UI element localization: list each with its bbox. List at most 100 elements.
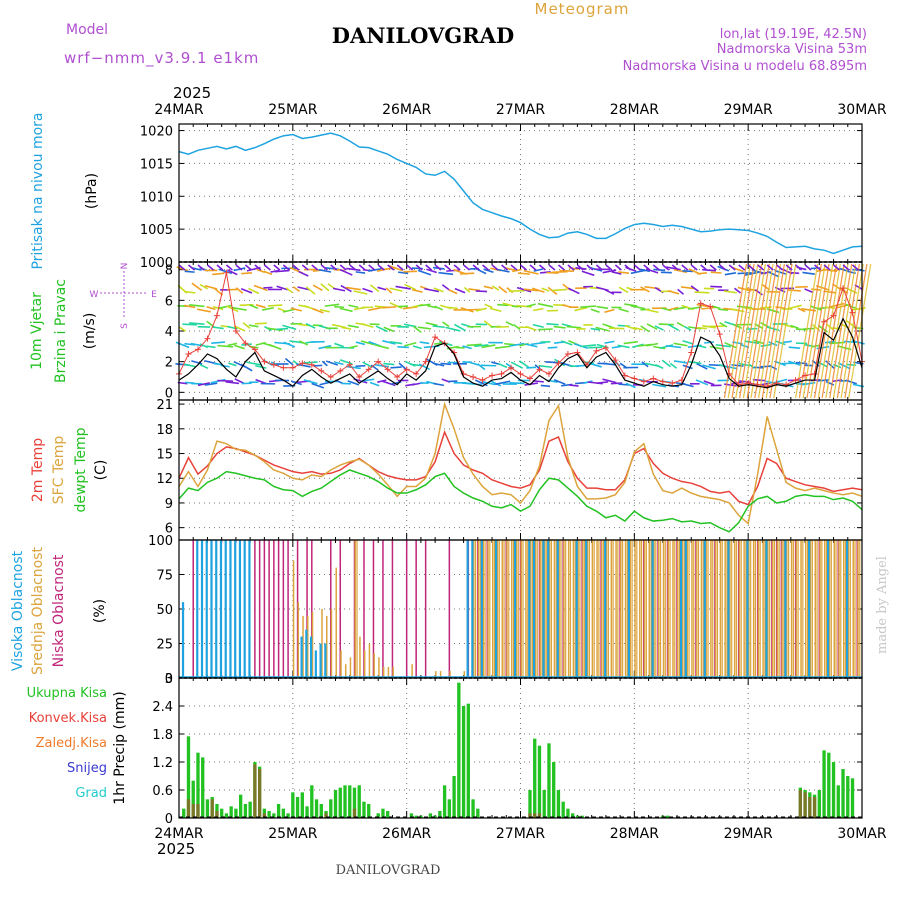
wind-arrow	[185, 271, 195, 272]
wind-arrow	[246, 362, 261, 365]
precip-bar-total	[827, 753, 830, 818]
gust-point	[318, 368, 324, 374]
precip-bar-total	[320, 804, 323, 818]
precip-bar-total	[547, 743, 550, 818]
precip-bar-total	[846, 776, 849, 818]
wind-arrow	[249, 325, 258, 327]
x-tick-label-bottom: 30MAR	[837, 826, 886, 842]
wind-arrow	[569, 385, 578, 386]
y-tick-label: 1.8	[152, 728, 173, 743]
wind-arrow	[255, 323, 267, 324]
precip-bar-total	[462, 706, 465, 818]
y-tick-label: 2	[165, 356, 173, 371]
axis-title-t2m: 2m Temp	[30, 438, 46, 502]
gust-point	[518, 371, 524, 377]
precip-bar-total	[339, 788, 342, 818]
axis-title-sfc: SFC Temp	[51, 436, 67, 505]
wind-arrow	[263, 287, 272, 288]
y-tick-label: 1015	[140, 157, 173, 172]
wind-arrow	[455, 347, 464, 348]
wind-arrow	[200, 365, 208, 369]
gust-point	[688, 349, 694, 355]
wind-arrow	[609, 328, 625, 329]
x-tick-label-bottom: 28MAR	[610, 826, 659, 842]
wind-arrow	[554, 327, 566, 328]
gust-point	[499, 371, 505, 377]
axis-unit-pressure: (hPa)	[84, 173, 100, 209]
y-tick-label: 9	[165, 497, 173, 512]
wind-arrow	[340, 308, 353, 311]
model-name: wrf−nmm_v3.9.1 e1km	[64, 49, 259, 68]
wind-arrow	[710, 347, 723, 349]
precip-bar-total	[448, 799, 451, 818]
wind-arrow	[506, 322, 514, 326]
wind-arrow	[597, 382, 609, 383]
y-tick-label: 50	[156, 603, 173, 618]
precip-bar-total	[291, 792, 294, 818]
gust-point	[432, 334, 438, 340]
precip-bar-total	[841, 769, 844, 818]
gust-point	[185, 351, 191, 357]
gust-point	[593, 348, 599, 354]
axis-title-pressure: Pritisak na nivou mora	[30, 112, 46, 269]
precip-bar-total	[305, 806, 308, 818]
y-tick-label: 6	[165, 294, 173, 309]
wind-arrow	[234, 345, 244, 348]
wind-arrow	[659, 324, 674, 325]
x-tick-label-top: 24MAR	[154, 102, 203, 118]
y-tick-label: 2.4	[152, 700, 173, 715]
wind-arrow	[403, 271, 416, 272]
wind-arrow	[397, 347, 408, 348]
x-tick-label-top: 26MAR	[382, 102, 431, 118]
wind-arrow	[382, 307, 397, 308]
wind-arrow-top	[615, 265, 621, 270]
wind-arrow	[484, 286, 493, 288]
temp-line-t2m	[179, 432, 862, 504]
wind-arrow	[548, 347, 558, 348]
wind-arrow	[662, 360, 670, 366]
wind-arrow	[176, 342, 189, 347]
wind-arrow	[442, 285, 449, 290]
wind-arrow-top	[359, 265, 365, 270]
wind-arrow	[420, 342, 429, 343]
precip-bar-total	[443, 785, 446, 818]
precip-bar-total	[822, 750, 825, 818]
precip-bar-convective	[192, 804, 195, 818]
wind-arrow	[783, 341, 792, 342]
wind-arrow	[306, 287, 315, 294]
precip-bar-total	[557, 790, 560, 818]
wind-arrow	[354, 291, 368, 294]
axis-unit-cloud: (%)	[92, 599, 108, 623]
wind-arrow	[597, 307, 609, 309]
precip-legend-item: Snijeg	[67, 761, 107, 776]
precip-legend-item: Ukupna Kisa	[27, 686, 107, 701]
wind-arrow	[702, 270, 716, 271]
axis-title-precip: 1hr Precip (mm)	[112, 691, 128, 804]
wind-arrow	[433, 326, 445, 327]
precip-bar-total	[457, 683, 460, 818]
wind-arrow-top	[530, 265, 536, 270]
precip-bar-total	[329, 799, 332, 818]
wind-arrow	[226, 382, 239, 384]
x-tick-label-bottom: 24MAR	[154, 826, 203, 842]
elevation-text: Nadmorska Visina 53m	[717, 42, 867, 57]
precip-bar-convective	[799, 790, 802, 818]
wind-arrow	[496, 327, 509, 328]
precip-legend-item: Grad	[75, 786, 107, 801]
wind-arrow	[348, 325, 359, 327]
wind-arrow	[567, 327, 581, 328]
wind-arrow	[580, 345, 596, 347]
model-label: Model	[66, 22, 108, 38]
precip-bar-convective	[813, 797, 816, 818]
precip-bar-total	[239, 795, 242, 818]
wind-arrow	[591, 309, 600, 312]
x-tick-label-bottom: 25MAR	[268, 826, 317, 842]
precip-bar-convective	[808, 797, 811, 818]
wind-arrow	[355, 366, 365, 367]
precip-bar-total	[225, 813, 228, 818]
wind-arrow	[341, 327, 351, 329]
